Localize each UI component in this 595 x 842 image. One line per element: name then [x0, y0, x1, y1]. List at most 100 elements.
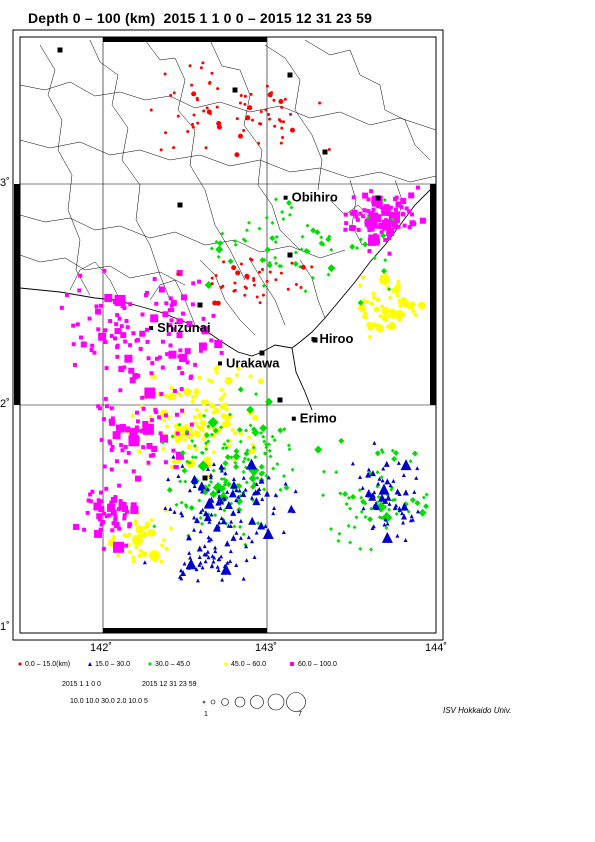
epicenter-blue — [397, 507, 402, 512]
epicenter-blue — [217, 497, 222, 502]
epicenter-blue — [202, 544, 207, 549]
epicenter-blue — [361, 506, 366, 511]
epicenter-magenta — [123, 459, 128, 464]
epicenter-magenta — [159, 392, 164, 397]
epicenter-yellow — [137, 553, 142, 558]
epicenter-yellow — [193, 430, 198, 435]
epicenter-blue — [401, 503, 406, 508]
epicenter-green — [424, 492, 429, 497]
epicenter-yellow — [215, 365, 220, 370]
epicenter-blue — [211, 462, 216, 467]
epicenter-magenta — [96, 327, 101, 332]
epicenter-green — [209, 490, 218, 499]
epicenter-blue — [377, 493, 386, 502]
epicenter-green — [280, 209, 285, 214]
epicenter-blue — [202, 552, 207, 557]
epicenter-magenta — [368, 221, 373, 226]
epicenter-red — [300, 264, 306, 270]
epicenter-magenta — [124, 427, 129, 432]
epicenter-green — [257, 226, 262, 231]
epicenter-red — [252, 279, 256, 283]
epicenter-red — [268, 117, 272, 121]
epicenter-red — [318, 101, 322, 105]
epicenter-yellow — [366, 321, 373, 328]
epicenter-magenta — [362, 208, 367, 213]
epicenter-magenta — [154, 301, 159, 306]
epicenter-red — [239, 262, 243, 266]
epicenter-green — [346, 496, 351, 501]
epicenter-red — [242, 128, 246, 132]
epicenter-yellow — [230, 427, 235, 432]
epicenter-magenta — [124, 543, 129, 548]
epicenter-blue — [187, 550, 192, 555]
epicenter-red — [176, 272, 180, 276]
lat-label-43: 3˚ — [0, 177, 10, 189]
epicenter-yellow — [362, 313, 369, 320]
epicenter-magenta — [59, 305, 64, 310]
epicenter-magenta — [113, 517, 118, 522]
epicenter-blue — [382, 497, 389, 504]
epicenter-red — [247, 105, 253, 111]
epicenter-magenta — [92, 350, 97, 355]
epicenter-green — [251, 426, 258, 433]
epicenter-magenta — [144, 387, 156, 399]
epicenter-magenta — [110, 496, 117, 503]
epicenter-magenta — [128, 302, 133, 307]
epicenter-green — [160, 440, 165, 445]
epicenter-yellow — [194, 447, 199, 452]
epicenter-green — [241, 469, 246, 474]
station-marker — [277, 397, 283, 403]
epicenter-yellow — [161, 446, 166, 451]
epicenter-red — [286, 287, 290, 291]
epicenter-green — [375, 470, 380, 475]
epicenter-magenta — [117, 526, 122, 531]
epicenter-green — [387, 507, 392, 512]
epicenter-green — [183, 479, 188, 484]
epicenter-green — [267, 260, 272, 265]
epicenter-green — [391, 456, 398, 463]
epicenter-green — [381, 267, 388, 274]
epicenter-blue — [200, 507, 205, 512]
epicenter-green — [246, 405, 255, 414]
epicenter-red — [249, 92, 253, 96]
epicenter-blue — [188, 555, 193, 560]
epicenter-green — [423, 503, 430, 510]
epicenter-blue — [293, 489, 298, 494]
epicenter-yellow — [222, 392, 227, 397]
epicenter-yellow — [372, 295, 377, 300]
epicenter-magenta — [383, 218, 388, 223]
epicenter-red — [159, 148, 163, 152]
epicenter-red — [205, 106, 209, 110]
epicenter-magenta — [118, 388, 123, 393]
epicenter-magenta — [409, 212, 414, 217]
epicenter-magenta — [124, 509, 129, 514]
epicenter-green — [182, 468, 187, 473]
epicenter-magenta — [396, 224, 401, 229]
epicenter-green — [233, 242, 238, 247]
epicenter-yellow — [248, 374, 253, 379]
epicenter-blue — [203, 497, 215, 509]
epicenter-magenta — [139, 330, 146, 337]
lon-label-144: 144˚ — [425, 642, 447, 654]
epicenter-yellow — [165, 424, 170, 429]
epicenter-magenta — [72, 362, 77, 367]
epicenter-blue — [203, 512, 212, 521]
epicenter-magenta — [102, 464, 107, 469]
epicenter-green — [314, 229, 321, 236]
epicenter-blue — [376, 481, 381, 486]
epicenter-green — [221, 446, 226, 451]
epicenter-magenta — [117, 428, 122, 433]
epicenter-green — [233, 448, 240, 455]
epicenter-magenta — [189, 374, 194, 379]
lon-label-143: 143˚ — [255, 642, 277, 654]
epicenter-magenta — [174, 412, 179, 417]
epicenter-blue — [228, 549, 233, 554]
epicenter-red — [186, 130, 190, 134]
epicenter-green — [327, 264, 336, 273]
epicenter-blue — [217, 494, 222, 499]
epicenter-green — [358, 546, 363, 551]
epicenter-blue — [243, 487, 248, 492]
epicenter-magenta — [386, 228, 395, 237]
epicenter-green — [207, 483, 212, 488]
epicenter-blue — [250, 495, 255, 500]
